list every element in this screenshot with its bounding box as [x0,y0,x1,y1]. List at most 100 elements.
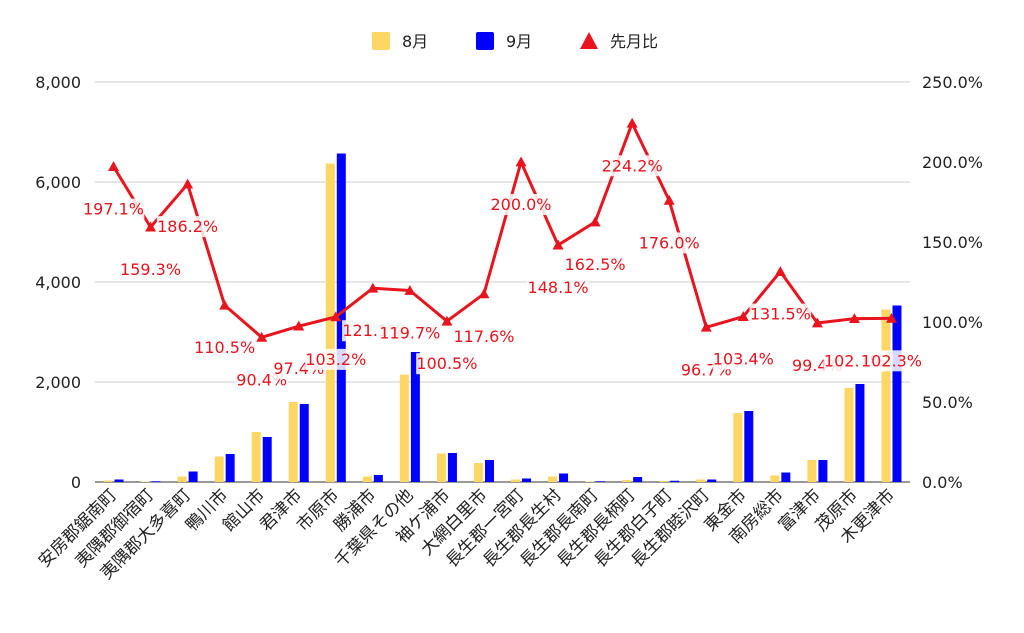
bar-aug [659,481,669,482]
data-label: 159.3% [120,260,181,279]
ratio-marker [663,194,675,205]
bar-aug [770,475,780,482]
ratio-marker [552,239,564,250]
legend: 8月 9月 先月比 [372,32,658,51]
bar-aug [807,460,817,482]
data-label: 103.4% [713,350,774,369]
bar-sep [114,479,124,482]
bar-aug [325,163,335,482]
bar-sep [633,477,643,482]
data-label-bg [119,259,182,281]
bar-aug [362,476,372,482]
data-label: 176.0% [639,233,700,252]
bar-aug [436,453,446,482]
bar-aug [214,456,224,482]
data-label-bg [490,194,552,215]
bar-sep [596,481,606,482]
data-label-bg [379,322,441,344]
bar-aug [473,463,483,482]
bar-aug [288,402,298,482]
y-right-tick: 200.0% [922,153,983,172]
bar-sep [225,454,235,482]
data-label-bg [82,198,145,220]
bar-sep [818,460,828,482]
data-label-bg [193,337,256,359]
legend-swatch [372,32,390,50]
y-left-tick: 0 [71,473,81,492]
y-left-tick: 8,000 [35,73,81,92]
bar-aug [696,479,706,482]
ratio-marker [478,288,490,299]
ratio-marker [441,315,453,326]
legend-swatch [476,32,494,50]
bar-aug [548,476,558,482]
data-label: 103.2% [305,350,366,369]
bar-aug [103,480,113,482]
data-label: 131.5% [750,305,811,324]
bar-sep [410,352,420,482]
data-label: 162.5% [565,255,626,274]
bar-sep [744,411,754,482]
ratio-marker [108,161,120,172]
ratio-marker [293,320,305,331]
data-label-bg [304,348,367,370]
y-left-tick: 2,000 [35,373,81,392]
data-label: 148.1% [528,278,589,297]
bar-aug [399,374,409,482]
data-label: 110.5% [194,338,255,357]
ratio-marker [256,331,268,342]
legend-label: 9月 [506,32,532,51]
bar-aug [881,309,891,482]
data-label-bg [453,325,515,347]
data-label-bg [156,216,219,238]
legend-label: 先月比 [610,32,658,51]
bars [103,153,902,482]
bar-sep [707,479,717,482]
data-label: 102.3% [861,351,922,370]
ratio-marker [330,311,342,322]
ratio-line-path [112,121,892,339]
y-left-tick: 4,000 [35,273,81,292]
ratio-marker [848,313,860,324]
y-right-tick: 250.0% [922,73,983,92]
data-label-bg [712,348,775,370]
category-labels: 安房郡鋸南町夷隅郡御宿町夷隅郡大多喜町鴨川市館山市君津市市原市勝浦市千葉県その他… [35,485,899,583]
bar-sep [447,453,457,482]
bar-sep [559,473,569,482]
bar-sep [299,404,309,482]
y-right-tick: 150.0% [922,233,983,252]
left-axis: 0 2,000 4,000 6,000 8,000 [35,73,81,492]
y-right-tick: 100.0% [922,313,983,332]
y-right-tick: 0.0% [922,473,963,492]
data-label-bg [564,254,626,275]
ratio-marker [885,312,897,323]
data-label: 117.6% [453,327,514,346]
bar-sep [855,384,865,482]
ratio-marker [182,178,194,189]
data-label-bg [601,155,663,177]
y-right-tick: 50.0% [922,393,973,412]
data-label-bg [749,303,812,325]
y-left-tick: 6,000 [35,173,81,192]
ratio-marker [589,216,601,227]
data-label: 200.0% [491,195,552,214]
bar-sep [188,471,198,482]
ratio-marker [219,299,231,310]
bar-sep [151,481,161,482]
bar-aug [585,481,595,482]
bar-sep [484,460,494,482]
right-axis: 0.0% 50.0% 100.0% 150.0% 200.0% 250.0% [922,73,983,492]
data-label: 119.7% [379,323,440,342]
data-label: 197.1% [83,200,144,219]
data-label: 186.2% [157,217,218,236]
legend-swatch [580,32,598,49]
data-label-bg [416,353,478,375]
bar-sep [336,153,346,482]
bar-aug [251,432,261,482]
ratio-line: 197.1%159.3%186.2%110.5%90.4%97.4%103.2%… [82,117,923,391]
ratio-marker [811,317,823,328]
ratio-marker [700,321,712,332]
data-label-bg [527,277,589,299]
bar-sep [373,475,383,482]
